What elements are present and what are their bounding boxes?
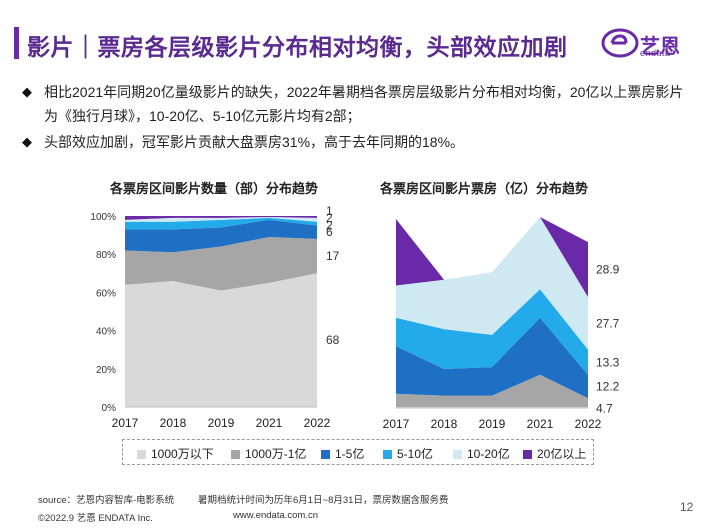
- series-end-label: 6: [326, 225, 333, 239]
- series-end-label: 17: [326, 249, 340, 263]
- legend-swatch: [383, 450, 392, 459]
- series-end-label: 28.9: [596, 263, 620, 277]
- logo-ring-icon: [601, 28, 639, 58]
- y-tick-label: 80%: [96, 250, 116, 261]
- legend-item: 1000万-1亿: [231, 445, 306, 462]
- y-tick-label: 60%: [96, 288, 116, 299]
- x-tick-label: 2021: [256, 416, 283, 430]
- chart1-title: 各票房区间影片数量（部）分布趋势: [110, 181, 319, 196]
- title-accent-bar: [14, 27, 19, 59]
- chart2-title: 各票房区间影片票房（亿）分布趋势: [380, 181, 589, 196]
- legend-label: 1000万以下: [151, 447, 214, 461]
- y-tick-label: 100%: [90, 212, 116, 223]
- logo-name: 艺恩: [640, 36, 680, 58]
- series-end-label: 13.3: [596, 355, 620, 369]
- legend-swatch: [231, 450, 240, 459]
- footer-copyright: ©2022.9 艺恩 ENDATA Inc.: [38, 513, 153, 524]
- y-tick-label: 0%: [102, 403, 117, 414]
- legend-swatch: [453, 450, 462, 459]
- legend-label: 1-5亿: [335, 447, 365, 461]
- legend-item: 20亿以上: [523, 445, 586, 462]
- area-series-6: [125, 216, 317, 220]
- bullet-item: 相比2021年同期20亿量级影片的缺失，2022年暑期档各票房层级影片分布相对均…: [22, 80, 692, 128]
- legend-item: 10-20亿: [453, 445, 510, 462]
- legend-swatch: [523, 450, 532, 459]
- area-series-1: [125, 273, 317, 407]
- chart1-count-distribution: 2017 2018 2019 2021 2022 0% 20% 40% 60% 80% 100% 68…: [90, 204, 340, 430]
- legend-label: 5-10亿: [397, 447, 434, 461]
- legend-swatch: [321, 450, 330, 459]
- page-title: 影片｜票房各层级影片分布相对均衡，头部效应加剧: [27, 34, 568, 60]
- legend-label: 1000万-1亿: [245, 447, 307, 461]
- x-tick-label: 2018: [431, 417, 458, 431]
- logo-e-icon: [610, 34, 628, 45]
- area-series-3: [125, 219, 317, 253]
- x-tick-label: 2017: [112, 416, 139, 430]
- bullet-list: 相比2021年同期20亿量级影片的缺失，2022年暑期档各票房层级影片分布相对均…: [22, 80, 692, 156]
- area-series-4: [125, 217, 317, 230]
- legend-item: 1000万以下: [137, 445, 214, 462]
- bullet-item: 头部效应加剧，冠军影片贡献大盘票房31%，高于去年同期的18%。: [22, 130, 692, 154]
- footer-note: 暑期档统计时间为历年6月1日~8月31日，票房数据含服务费: [198, 495, 449, 506]
- legend-swatch: [137, 450, 146, 459]
- area-series-2: [125, 237, 317, 291]
- page-number: 12: [680, 500, 694, 514]
- area-series-5: [396, 217, 588, 350]
- x-tick-label: 2017: [383, 417, 410, 431]
- legend-label: 20亿以上: [537, 447, 587, 461]
- series-end-label: 12.2: [596, 380, 620, 394]
- x-tick-label: 2021: [527, 417, 554, 431]
- chart2-boxoffice-distribution: 2017 2018 2019 2021 2022 28.9 27.7 13.3 12.2 4.7: [383, 217, 620, 431]
- y-tick-label: 20%: [96, 365, 116, 376]
- area-series-3: [396, 317, 588, 399]
- series-end-label: 2: [326, 211, 333, 225]
- legend-item: 1-5亿: [321, 445, 364, 462]
- x-tick-label: 2019: [479, 417, 506, 431]
- footer-url: www.endata.com.cn: [233, 510, 319, 521]
- y-tick-label: 40%: [96, 327, 116, 338]
- x-tick-label: 2018: [160, 416, 187, 430]
- x-tick-label: 2022: [304, 416, 331, 430]
- legend-item: 5-10亿: [383, 445, 433, 462]
- endata-logo: [601, 28, 639, 58]
- legend-label: 10-20亿: [467, 447, 510, 461]
- area-series-2: [396, 374, 588, 408]
- logo-sub: endata: [640, 48, 671, 58]
- series-end-label: 68: [326, 333, 340, 347]
- area-series-5: [125, 216, 317, 222]
- chart-legend: 1000万以下 1000万-1亿 1-5亿 5-10亿 10-20亿 20亿以上: [122, 439, 594, 465]
- area-series-4: [396, 289, 588, 375]
- series-end-label: 27.7: [596, 316, 620, 330]
- x-tick-label: 2022: [575, 417, 602, 431]
- series-end-label: 1: [326, 204, 333, 218]
- footer-source: source：艺恩内容智库-电影系统: [38, 495, 175, 506]
- series-end-label: 2: [326, 219, 333, 233]
- x-tick-label: 2019: [208, 416, 235, 430]
- series-end-label: 4.7: [596, 402, 613, 416]
